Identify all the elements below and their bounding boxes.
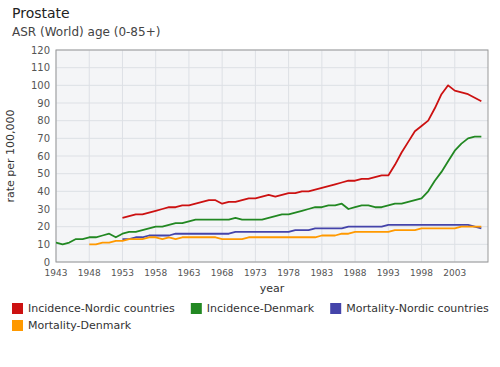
grid-line <box>388 50 389 262</box>
legend-swatch <box>12 303 23 314</box>
legend-item: Incidence-Denmark <box>191 302 315 315</box>
y-tick-label: 70 <box>37 133 50 144</box>
x-tick-label: 1993 <box>377 268 400 278</box>
legend-label: Mortality-Denmark <box>28 319 132 332</box>
grid-line <box>56 85 488 86</box>
y-tick-label: 90 <box>37 98 50 109</box>
x-tick-label: 1953 <box>111 268 134 278</box>
series-line <box>89 227 481 245</box>
grid-line <box>56 67 488 68</box>
grid-line <box>421 50 422 262</box>
x-tick-label: 1948 <box>78 268 101 278</box>
legend-item: Incidence-Nordic countries <box>12 302 175 315</box>
y-tick-label: 20 <box>37 221 50 232</box>
x-tick-label: 1998 <box>410 268 433 278</box>
grid-line <box>122 50 123 262</box>
legend-label: Incidence-Nordic countries <box>28 302 175 315</box>
grid-line <box>454 50 455 262</box>
x-tick-label: 1958 <box>144 268 167 278</box>
grid-line <box>255 50 256 262</box>
y-tick-label: 10 <box>37 239 50 250</box>
grid-line <box>56 103 488 104</box>
legend-swatch <box>330 303 341 314</box>
grid-line <box>56 156 488 157</box>
legend-label: Mortality-Nordic countries <box>346 302 489 315</box>
grid-line <box>288 50 289 262</box>
x-tick-label: 1983 <box>310 268 333 278</box>
grid-line <box>56 191 488 192</box>
x-tick-label: 2003 <box>443 268 466 278</box>
x-tick-label: 1943 <box>45 268 68 278</box>
legend-swatch <box>191 303 202 314</box>
series-group <box>56 85 481 244</box>
series-line <box>122 85 481 218</box>
grid-line <box>56 120 488 121</box>
grid-line <box>89 50 90 262</box>
y-tick-label: 50 <box>37 168 50 179</box>
grid-line <box>155 50 156 262</box>
grid-line <box>355 50 356 262</box>
grid-line <box>56 226 488 227</box>
grid-line <box>56 244 488 245</box>
legend-swatch <box>12 320 23 331</box>
y-tick-label: 120 <box>31 45 50 56</box>
x-tick-label: 1973 <box>244 268 267 278</box>
legend: Incidence-Nordic countries Incidence-Denm… <box>12 302 489 332</box>
x-tick-label: 1968 <box>211 268 234 278</box>
y-tick-label: 110 <box>31 62 50 73</box>
plot-background <box>56 50 488 262</box>
legend-item: Mortality-Denmark <box>12 319 132 332</box>
legend-item: Mortality-Nordic countries <box>330 302 489 315</box>
grid <box>56 50 488 262</box>
grid-line <box>188 50 189 262</box>
plot-frame <box>56 50 488 262</box>
series-line <box>56 137 481 245</box>
x-tick-label: 1963 <box>177 268 200 278</box>
y-tick-label: 80 <box>37 115 50 126</box>
y-tick-label: 60 <box>37 151 50 162</box>
legend-label: Incidence-Denmark <box>207 302 315 315</box>
x-axis-label: year <box>260 282 285 295</box>
x-tick-label: 1988 <box>344 268 367 278</box>
grid-line <box>56 209 488 210</box>
grid-line <box>56 138 488 139</box>
y-tick-label: 40 <box>37 186 50 197</box>
grid-line <box>321 50 322 262</box>
y-tick-label: 0 <box>44 257 50 268</box>
y-axis-label: rate per 100,000 <box>4 109 17 202</box>
x-tick-label: 1978 <box>277 268 300 278</box>
title: Prostate <box>12 5 70 21</box>
subtitle: ASR (World) age (0-85+) <box>12 25 160 39</box>
grid-line <box>56 173 488 174</box>
grid-line <box>222 50 223 262</box>
y-tick-label: 30 <box>37 204 50 215</box>
y-tick-label: 100 <box>31 80 50 91</box>
